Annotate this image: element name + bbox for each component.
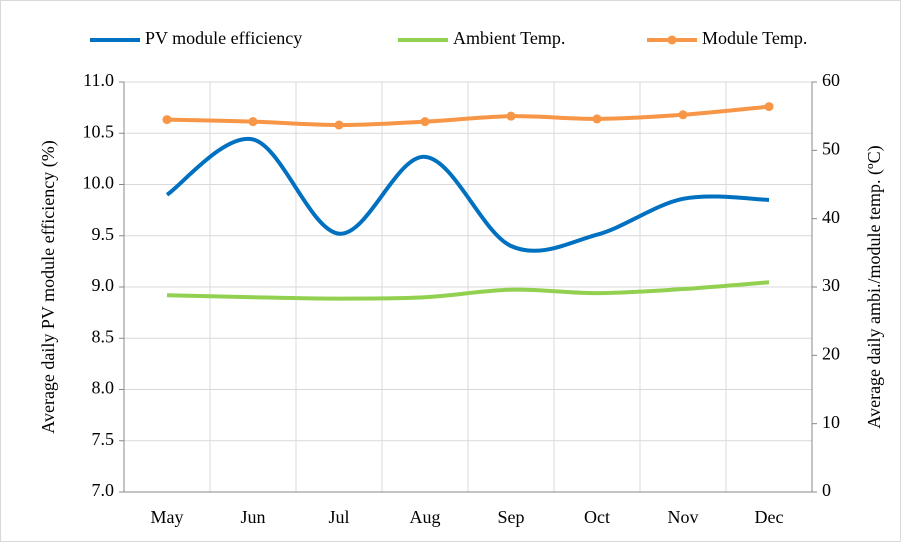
- y-tick-label: 10.5: [83, 121, 115, 141]
- y-tick-label: 8.0: [92, 378, 115, 398]
- line-series: [165, 137, 770, 253]
- y-tick-label: 7.5: [92, 429, 115, 449]
- y-tick-label: 10.0: [83, 173, 115, 193]
- y2-tick-label: 60: [822, 70, 840, 90]
- y-tick-label: 8.5: [92, 326, 115, 346]
- y2-tick-label: 40: [822, 207, 840, 227]
- line-series: [166, 280, 770, 301]
- point-marker: [678, 110, 688, 120]
- legend-label: PV module efficiency: [145, 28, 302, 48]
- x-tick-label: Oct: [584, 507, 610, 527]
- x-tick-label: Nov: [668, 507, 699, 527]
- point-marker: [162, 115, 172, 125]
- point-marker: [592, 114, 602, 124]
- x-tick-label: Jun: [240, 507, 265, 527]
- x-tick-label: Sep: [498, 507, 525, 527]
- y2-tick-label: 0: [822, 480, 831, 500]
- point-marker: [248, 117, 258, 127]
- x-tick-label: Jul: [328, 507, 349, 527]
- y-axis-title: Average daily PV module efficiency (%): [38, 140, 59, 433]
- point-marker: [764, 102, 774, 112]
- point-marker: [506, 111, 516, 121]
- x-tick-label: Dec: [755, 507, 784, 527]
- y2-tick-label: 50: [822, 138, 840, 158]
- x-tick-label: Aug: [410, 507, 441, 527]
- x-tick-label: May: [151, 507, 184, 527]
- y-tick-label: 7.0: [92, 480, 115, 500]
- y-tick-label: 9.5: [92, 224, 115, 244]
- legend-marker: [667, 35, 677, 45]
- line-series: [166, 104, 770, 128]
- legend-label: Ambient Temp.: [453, 28, 565, 48]
- y2-axis-title: Average daily ambi./module temp. (ºC): [864, 145, 885, 428]
- y-tick-label: 11.0: [83, 70, 114, 90]
- point-marker: [420, 117, 430, 127]
- y2-tick-label: 20: [822, 343, 840, 363]
- y2-tick-label: 10: [822, 412, 840, 432]
- y2-tick-label: 30: [822, 275, 840, 295]
- point-marker: [334, 120, 344, 130]
- legend-label: Module Temp.: [702, 28, 807, 48]
- y-tick-label: 9.0: [92, 275, 115, 295]
